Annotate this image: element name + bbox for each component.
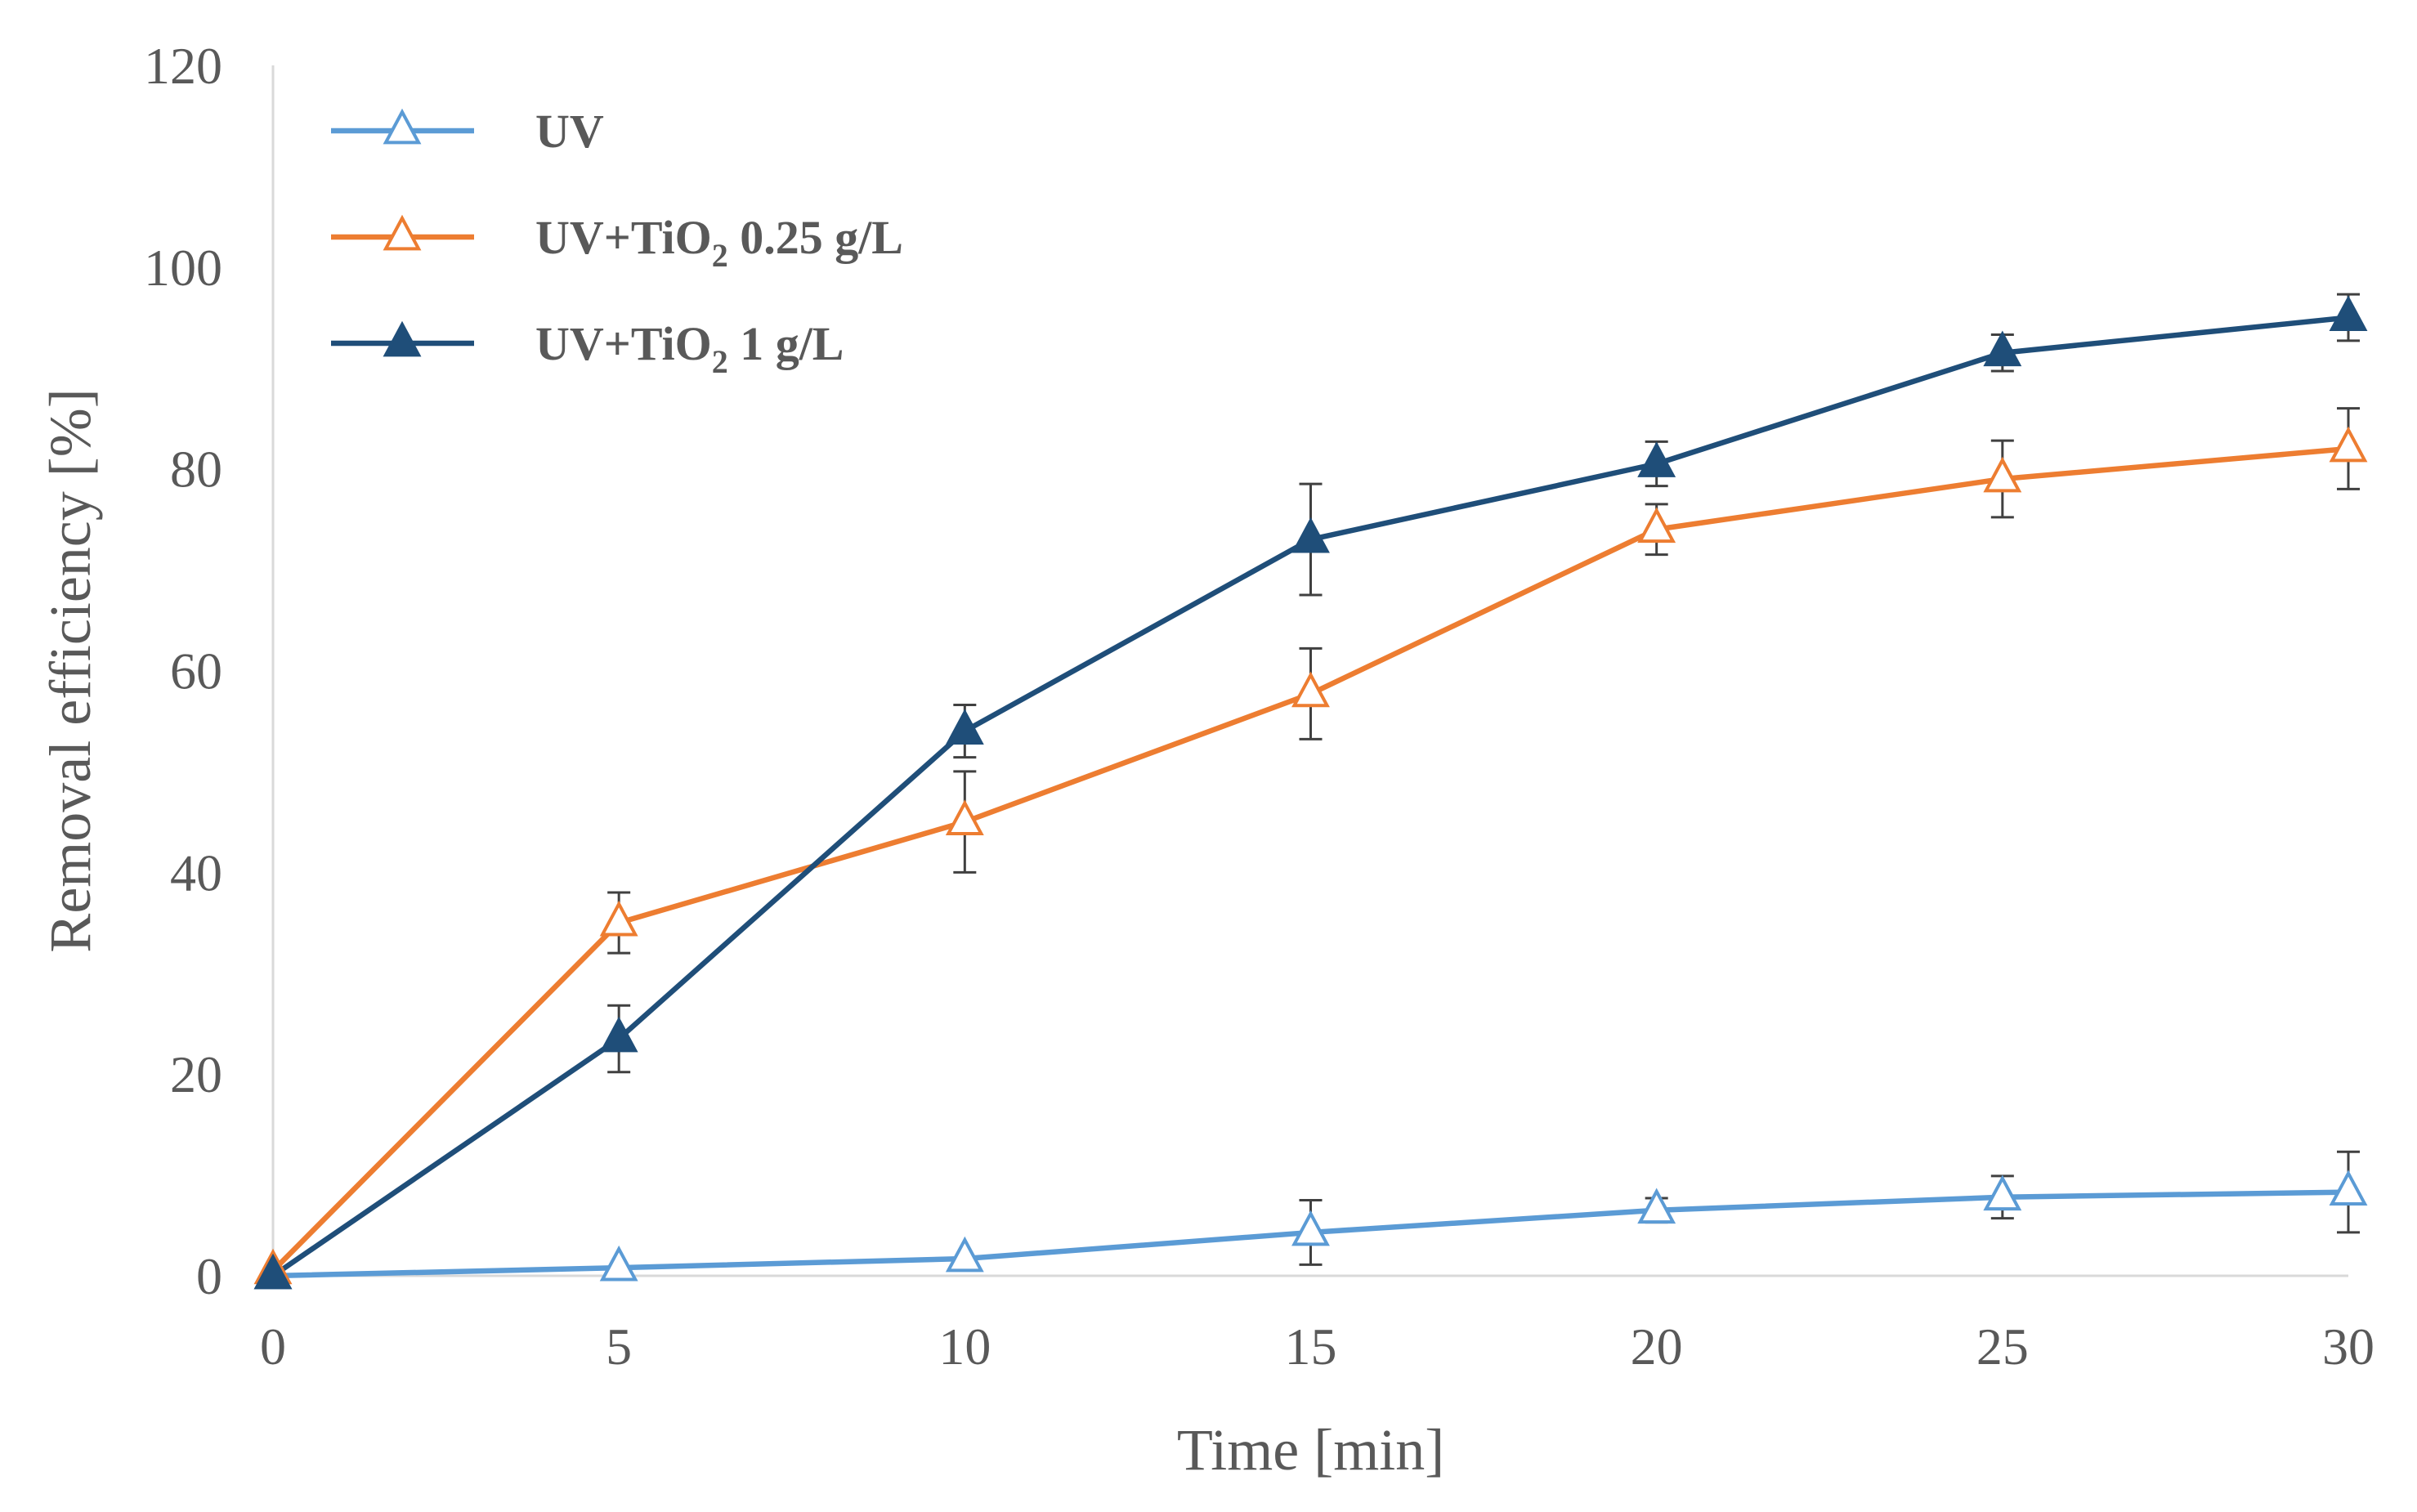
legend-label: UV	[535, 105, 604, 158]
legend-item: UV	[331, 105, 604, 158]
data-point	[1291, 671, 1330, 708]
y-tick-label: 120	[144, 37, 222, 95]
data-point	[1291, 1210, 1330, 1246]
y-tick-label: 20	[170, 1045, 222, 1103]
x-tick-label: 25	[1976, 1317, 2029, 1376]
data-point	[945, 799, 984, 836]
data-point	[599, 900, 638, 937]
data-point	[1983, 1174, 2022, 1211]
y-tick-label: 0	[196, 1247, 222, 1305]
legend-marker	[383, 320, 422, 357]
data-point	[945, 1236, 984, 1273]
legend-item: UV+TiO2 1 g/L	[331, 317, 844, 380]
x-tick-label: 15	[1285, 1317, 1337, 1376]
y-axis-title: Removal efficiency [%]	[38, 388, 103, 952]
x-tick-label: 30	[2322, 1317, 2374, 1376]
x-tick-label: 10	[938, 1317, 991, 1376]
legend-marker	[383, 214, 422, 251]
axes: 0 20 40 60 80 100 120 0 5 10 15 20 25 30	[144, 37, 2374, 1376]
y-tick-label: 100	[144, 239, 222, 297]
data-point	[1983, 330, 2022, 367]
series-lines	[271, 315, 2349, 1279]
data-point	[1637, 507, 1676, 544]
legend-label: UV+TiO2 1 g/L	[535, 317, 844, 380]
x-tick-label: 20	[1631, 1317, 1683, 1376]
data-point	[599, 1245, 638, 1282]
legend-marker	[383, 108, 422, 145]
y-tick-label: 40	[170, 843, 222, 901]
data-point	[2329, 426, 2368, 463]
legend: UV UV+TiO2 0.25 g/L UV+TiO2 1 g/L	[331, 105, 903, 380]
data-point	[945, 709, 984, 745]
data-point	[599, 1016, 638, 1053]
series-markers	[253, 295, 2368, 1290]
y-tick-label: 80	[170, 441, 222, 499]
data-point	[1983, 456, 2022, 493]
data-point	[2329, 295, 2368, 331]
legend-item: UV+TiO2 0.25 g/L	[331, 211, 903, 274]
y-tick-label: 60	[170, 642, 222, 700]
data-point	[253, 1253, 293, 1290]
x-axis-title: Time [min]	[1177, 1417, 1444, 1483]
series-line	[271, 315, 2349, 1278]
x-tick-label: 5	[606, 1317, 632, 1376]
data-point	[2329, 1170, 2368, 1206]
data-point	[1637, 441, 1676, 477]
legend-label: UV+TiO2 0.25 g/L	[535, 211, 903, 274]
data-point	[1291, 517, 1330, 553]
error-bars	[607, 293, 2360, 1266]
data-point	[1637, 1188, 1676, 1224]
x-tick-label: 0	[260, 1317, 286, 1376]
